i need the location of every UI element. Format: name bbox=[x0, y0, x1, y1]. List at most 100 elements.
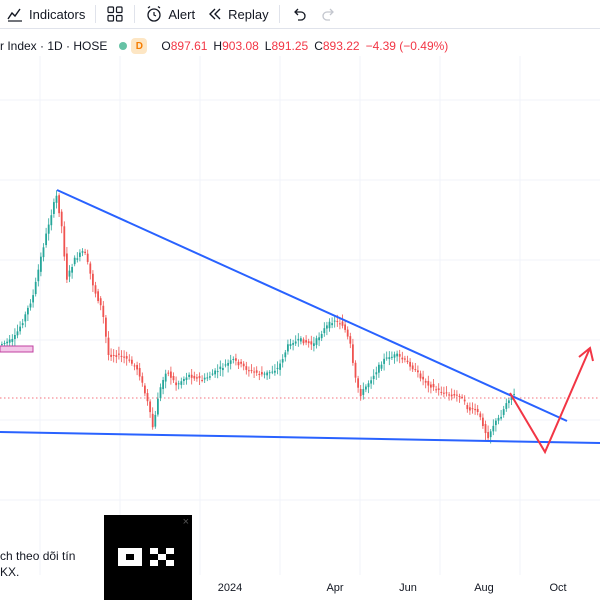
high-value: 903.08 bbox=[222, 39, 259, 53]
candle-body bbox=[349, 336, 352, 344]
candle-body bbox=[375, 372, 378, 375]
candle-body bbox=[463, 399, 466, 402]
candle-body bbox=[482, 417, 484, 426]
candle-body bbox=[362, 389, 365, 395]
undo-button[interactable] bbox=[284, 0, 314, 28]
candle-body bbox=[183, 378, 185, 382]
ohlc-values: O897.61 H903.08 L891.25 C893.22 −4.39 (−… bbox=[161, 39, 448, 53]
alert-label: Alert bbox=[168, 6, 196, 22]
candle-body bbox=[328, 321, 331, 329]
candle-body bbox=[128, 359, 131, 361]
candle-body bbox=[196, 377, 198, 379]
redo-icon bbox=[321, 8, 334, 21]
candle-body bbox=[385, 357, 388, 359]
candle-body bbox=[284, 352, 287, 358]
templates-button[interactable] bbox=[100, 0, 130, 28]
time-axis-label: Oct bbox=[549, 582, 567, 594]
symbol-legend: r Index · 1D · HOSE D O897.61 H903.08 L8… bbox=[0, 36, 448, 56]
candle-body bbox=[263, 373, 266, 375]
candle-body bbox=[513, 394, 515, 396]
indicators-button[interactable]: Indicators bbox=[0, 0, 91, 28]
candle-body bbox=[500, 416, 502, 419]
candle-body bbox=[76, 258, 79, 260]
candle-body bbox=[188, 374, 190, 377]
okx-logo-pixel bbox=[126, 548, 134, 554]
descending-trendline[interactable] bbox=[56, 189, 568, 422]
candle-body bbox=[346, 329, 349, 337]
candle-body bbox=[380, 364, 383, 369]
support-trendline[interactable] bbox=[0, 431, 600, 444]
candle-body bbox=[354, 362, 357, 378]
candle-body bbox=[34, 281, 37, 295]
candle-body bbox=[193, 375, 196, 379]
candle-body bbox=[71, 266, 73, 273]
candle-body bbox=[471, 408, 474, 410]
candle-body bbox=[110, 354, 112, 357]
candle-body bbox=[310, 341, 313, 345]
candle-body bbox=[396, 353, 398, 357]
chart-grid bbox=[0, 56, 600, 575]
candle-body bbox=[419, 373, 422, 379]
candle-body bbox=[123, 356, 125, 358]
candle-body bbox=[261, 372, 263, 375]
replay-rewind-icon bbox=[209, 8, 221, 20]
alert-button[interactable]: Alert bbox=[139, 0, 201, 28]
candle-body bbox=[164, 373, 167, 382]
candle-body bbox=[461, 396, 463, 398]
candle-body bbox=[476, 408, 479, 412]
candle-body bbox=[292, 343, 294, 345]
candle-body bbox=[435, 389, 437, 391]
candle-body bbox=[250, 370, 253, 372]
okx-logo-pixel bbox=[126, 560, 134, 566]
ad-text[interactable]: ch theo dõi tín KX. bbox=[0, 548, 100, 580]
candle-body bbox=[466, 405, 469, 410]
low-value: 891.25 bbox=[271, 39, 309, 53]
candle-body bbox=[8, 339, 11, 343]
candle-body bbox=[331, 323, 333, 326]
replay-button[interactable]: Replay bbox=[201, 0, 274, 28]
candle-body bbox=[287, 344, 289, 352]
candle-body bbox=[448, 394, 450, 396]
redo-button[interactable] bbox=[314, 0, 344, 28]
candle-body bbox=[68, 270, 71, 277]
candle-body bbox=[268, 372, 271, 374]
delayed-data-badge[interactable]: D bbox=[131, 38, 148, 54]
candle-body bbox=[409, 361, 411, 367]
candle-body bbox=[115, 355, 118, 357]
candle-body bbox=[320, 333, 323, 339]
candle-body bbox=[6, 341, 8, 344]
change-value: −4.39 (−0.49%) bbox=[365, 39, 449, 53]
candle-body bbox=[214, 370, 216, 375]
candle-body bbox=[276, 367, 279, 369]
candle-body bbox=[393, 354, 396, 358]
candle-body bbox=[253, 371, 255, 373]
candle-body bbox=[401, 357, 404, 360]
projection-path[interactable] bbox=[509, 347, 591, 455]
candle-body bbox=[383, 358, 385, 364]
candle-body bbox=[453, 394, 456, 396]
candle-body bbox=[55, 195, 58, 203]
okx-logo-pixel bbox=[134, 554, 142, 560]
candle-body bbox=[81, 251, 84, 253]
status-indicators: D bbox=[119, 38, 148, 54]
toolbar-divider bbox=[95, 5, 97, 23]
okx-logo bbox=[118, 548, 174, 566]
candle-body bbox=[305, 340, 307, 343]
okx-ad-banner[interactable]: × bbox=[104, 515, 192, 600]
close-icon[interactable]: × bbox=[182, 516, 189, 528]
candle-body bbox=[302, 339, 305, 344]
time-axis-label: Jun bbox=[399, 582, 417, 594]
candle-body bbox=[258, 373, 261, 375]
candle-body bbox=[456, 394, 458, 396]
candle-body bbox=[232, 358, 235, 360]
candle-body bbox=[11, 338, 14, 342]
close-key: C bbox=[314, 39, 323, 53]
candle-body bbox=[89, 263, 92, 274]
low-key: L bbox=[264, 39, 272, 53]
candle-body bbox=[159, 387, 162, 398]
symbol-title[interactable]: r Index · 1D · HOSE bbox=[0, 39, 108, 53]
candle-body bbox=[370, 380, 372, 384]
candle-body bbox=[248, 370, 250, 372]
candle-body bbox=[266, 372, 268, 376]
